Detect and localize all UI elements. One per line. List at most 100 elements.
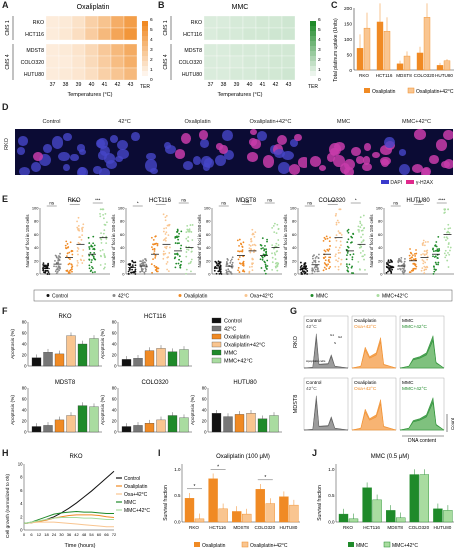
nucleus [362, 156, 371, 165]
scatter-dot [449, 227, 452, 230]
scatter-dot [240, 263, 242, 265]
scatter-dot [103, 229, 106, 232]
heatmap-temp-tick: 41 [260, 82, 266, 88]
scatter-dot [403, 264, 406, 267]
scatter-dot [54, 259, 56, 262]
scatter-ylabel: Number of foci in 150 cells [197, 214, 202, 268]
scatter-dot [363, 227, 365, 230]
scatter-dot [362, 255, 364, 258]
sig-label: ns [416, 199, 422, 204]
foci-scatter-panels: RKO Number of foci in 150 cells 0 20 40 60 80 1… [25, 198, 454, 302]
scatter-dot [324, 238, 327, 240]
nucleus [288, 163, 301, 175]
scatter-dot [335, 253, 337, 256]
scatter-dot [433, 268, 436, 271]
micro-image [161, 129, 234, 175]
legend-dot [112, 294, 116, 297]
micro-image [88, 129, 161, 175]
scatter-dot [99, 264, 102, 266]
x-tick: HCT116 [376, 73, 393, 78]
scatter-dot [165, 227, 168, 229]
scatter-dot [93, 251, 96, 254]
nucleus [76, 144, 86, 152]
scatter-dot [162, 257, 165, 260]
scatter-dot [220, 273, 223, 275]
heatmap-temp-tick: 42 [273, 82, 279, 88]
heatmap-temp-tick: 43 [128, 82, 134, 88]
scatter-dot [358, 230, 360, 233]
scatter-dot [169, 246, 171, 249]
scatter-dot [227, 259, 229, 261]
scatter-dot [336, 219, 339, 222]
scatter-dot [127, 272, 130, 275]
histogram-frame [303, 377, 349, 431]
heatmap-cell [216, 27, 231, 41]
legend-swatch [211, 349, 222, 356]
histogram-row-label: MDST8 [293, 395, 299, 414]
heatmap-row-label: MDST8 [184, 48, 202, 54]
x-tick: 6 [30, 532, 33, 537]
heatmap-scale-step [142, 41, 148, 46]
scatter-dot [92, 242, 95, 245]
panel-c-label: C [331, 0, 338, 10]
nucleus [144, 158, 157, 172]
heatmap-scale-step [310, 71, 316, 76]
heatmap-row-label: HCT116 [25, 32, 44, 38]
nucleus [77, 167, 86, 175]
scatter-dot [177, 238, 180, 241]
survival-bar [218, 508, 228, 523]
scatter-dot [422, 262, 425, 265]
heatmap-cell [84, 43, 99, 57]
scatter-dot [345, 258, 348, 261]
heatmap-temp-tick: 40 [247, 82, 253, 88]
nucleus [282, 150, 295, 161]
scatter-dot [99, 249, 102, 252]
scatter-dot [186, 248, 188, 251]
scatter-dot [445, 236, 448, 239]
scatter-dot [190, 270, 192, 273]
scatter-dot [187, 248, 190, 251]
scatter-dot [139, 270, 141, 273]
scatter-dot [71, 265, 74, 268]
heatmap-scale-tick: 4 [150, 37, 153, 43]
scatter-dot [326, 264, 328, 267]
heatmap-cell [58, 67, 73, 81]
gate-label: G2 [338, 335, 342, 339]
scatter-dot [164, 246, 166, 249]
scatter-dot [150, 263, 153, 266]
heatmap-a-xlabel: Temperatures (°C) [68, 92, 113, 98]
heatmap-scale-tick: 5 [150, 27, 153, 33]
bar [356, 48, 364, 71]
scatter-dot [317, 257, 320, 259]
heatmap-scale-step [142, 26, 148, 31]
scatter-dot [346, 254, 348, 257]
y-tick: 40 [206, 245, 211, 250]
nucleus [30, 161, 41, 173]
legend-label: Control [224, 319, 242, 325]
scatter-dot [359, 216, 362, 219]
scatter-dot [316, 267, 319, 269]
micro-image [15, 129, 88, 175]
y-tick: 20 [378, 258, 383, 263]
scatter-dot [77, 253, 79, 256]
scatter-dot [253, 235, 256, 238]
heatmap-cell [45, 15, 60, 29]
scatter-dot [133, 270, 136, 273]
scatter-dot [434, 249, 437, 252]
survival-bar [255, 489, 266, 523]
heatmap-temp-tick: 43 [286, 82, 292, 88]
panel-g-label: G [290, 306, 298, 316]
scatter-dot [263, 255, 266, 258]
scatter-dot [263, 249, 265, 252]
scatter-dot [103, 253, 106, 255]
nucleus [174, 149, 186, 159]
apoptosis-bar [121, 359, 132, 367]
scatter-dot [66, 243, 69, 245]
legend-i-oxali-swatch [194, 542, 200, 547]
scatter-dot [231, 266, 234, 269]
x-tick: 0 [23, 532, 26, 537]
heatmap-temp-tick: 40 [89, 82, 95, 88]
legend-label: MMC+42°C [224, 359, 253, 365]
scatter-dot [305, 265, 307, 268]
